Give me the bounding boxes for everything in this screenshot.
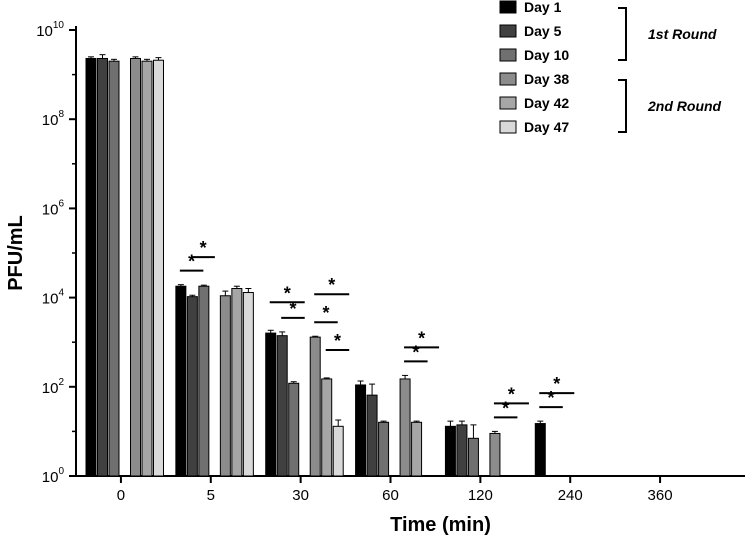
bar (332, 425, 344, 477)
bar (108, 60, 120, 477)
significance-star: * (289, 299, 296, 319)
y-tick-label: 104 (42, 288, 65, 308)
x-tick-label: 60 (382, 487, 399, 504)
y-tick-label: 106 (42, 198, 65, 218)
x-tick-label: 0 (117, 487, 125, 504)
significance-star: * (328, 275, 335, 295)
bar (288, 382, 300, 477)
bar (130, 57, 141, 477)
bar (97, 57, 108, 477)
significance-star: * (322, 303, 329, 323)
x-tick-label: 360 (648, 487, 673, 504)
legend-swatch (499, 24, 517, 38)
x-tick-label: 240 (558, 487, 583, 504)
x-tick-label: 5 (207, 487, 215, 504)
y-tick-label: 102 (42, 377, 65, 397)
legend-swatch (499, 48, 517, 62)
legend-swatch (499, 96, 517, 110)
significance-star: * (188, 252, 195, 272)
legend-swatch (499, 120, 517, 134)
bar (444, 425, 456, 477)
bar (456, 424, 468, 477)
bar (378, 421, 390, 477)
y-tick-label: 100 (42, 466, 65, 486)
y-tick-label: 1010 (36, 20, 64, 40)
bar (186, 296, 198, 477)
legend-label: Day 1 (524, 0, 562, 15)
bar (153, 59, 164, 477)
x-axis-title: Time (min) (390, 514, 491, 536)
legend-group-label: 1st Round (648, 26, 717, 42)
bar (85, 57, 97, 477)
significance-star: * (508, 384, 515, 404)
y-axis-title: PFU/mL (5, 215, 27, 291)
significance-star: * (418, 328, 425, 348)
legend-label: Day 47 (524, 119, 569, 135)
significance-star: * (548, 388, 555, 408)
bar (467, 437, 479, 477)
bar (534, 423, 546, 477)
bar (366, 394, 378, 477)
significance-star: * (284, 283, 291, 303)
bar (175, 285, 187, 477)
bar (321, 378, 333, 477)
legend-group-label: 2nd Round (647, 98, 722, 114)
legend-group-bracket (618, 7, 627, 61)
significance-star: * (553, 374, 560, 394)
x-tick-label: 120 (468, 487, 493, 504)
significance-star: * (412, 342, 419, 362)
bar (141, 60, 153, 477)
bar (309, 336, 321, 477)
bar (219, 295, 231, 477)
bar (411, 421, 423, 477)
bar (265, 332, 277, 477)
legend-label: Day 38 (524, 71, 569, 87)
bar (242, 292, 254, 477)
bar (489, 432, 501, 477)
significance-star: * (200, 238, 207, 258)
significance-star: * (334, 331, 341, 351)
bar (276, 335, 288, 477)
legend-group-bracket (618, 79, 627, 133)
legend-label: Day 10 (524, 47, 569, 63)
significance-star: * (502, 398, 509, 418)
bar (198, 285, 210, 477)
x-tick-label: 30 (292, 487, 309, 504)
bar (355, 384, 367, 477)
y-tick-label: 108 (42, 109, 65, 129)
legend-label: Day 5 (524, 23, 562, 39)
legend-swatch (499, 72, 517, 86)
bar (231, 287, 243, 477)
legend-swatch (499, 0, 517, 14)
bar (399, 378, 411, 477)
legend-label: Day 42 (524, 95, 569, 111)
